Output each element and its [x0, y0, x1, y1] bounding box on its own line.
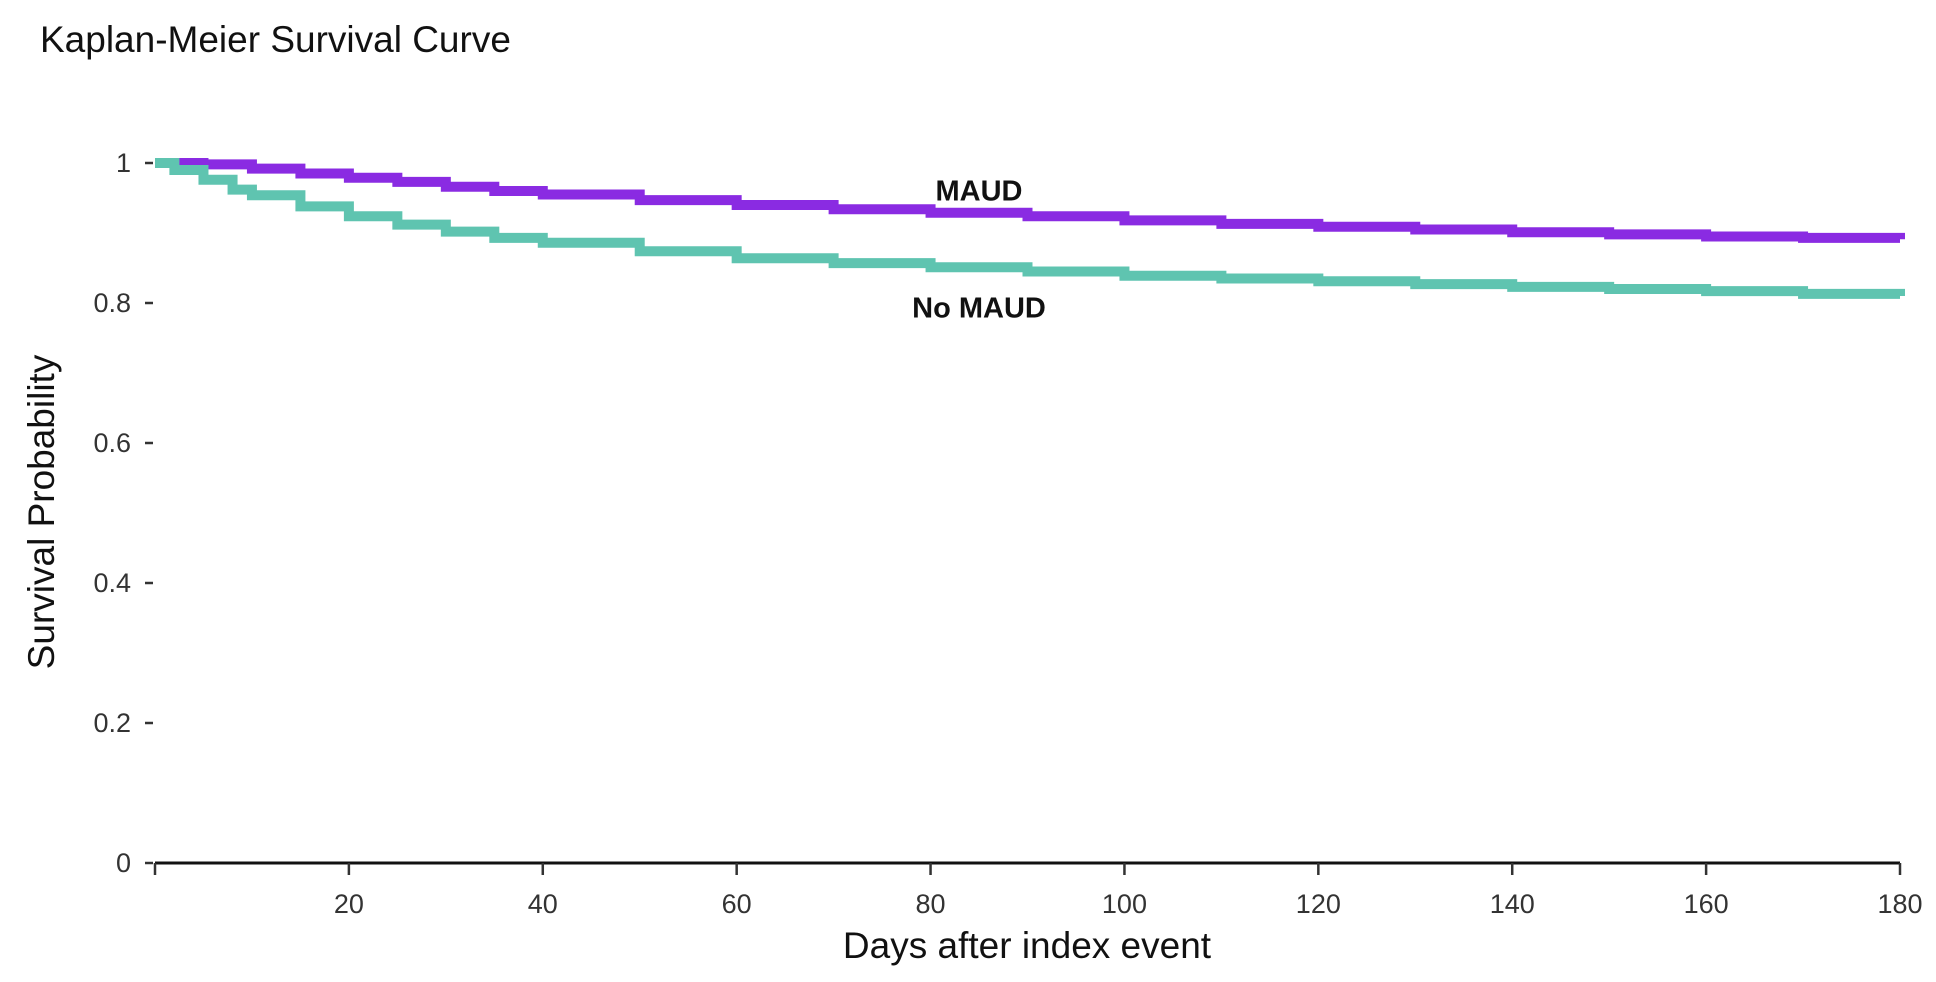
x-tick-label: 60	[722, 889, 752, 919]
series-label-maud: MAUD	[936, 176, 1023, 208]
x-tick-label: 40	[528, 889, 558, 919]
y-tick-label: 0.8	[93, 288, 131, 318]
x-axis-label: Days after index event	[843, 925, 1212, 966]
y-tick-label: 0	[116, 848, 131, 878]
y-axis-label: Survival Probability	[21, 354, 62, 669]
y-tick-label: 0.4	[93, 568, 131, 598]
x-axis: 20 40 60 80 100 120 140 160 180	[153, 861, 1923, 919]
y-tick-label: 1	[116, 148, 131, 178]
x-tick-label: 160	[1684, 889, 1729, 919]
x-tick-label: 100	[1102, 889, 1147, 919]
y-tick-label: 0.2	[93, 708, 131, 738]
series-line-maud	[155, 158, 1905, 243]
y-axis: 0 0.2 0.4 0.6 0.8 1	[93, 148, 153, 878]
chart-title: Kaplan-Meier Survival Curve	[40, 19, 511, 60]
x-tick-label: 180	[1877, 889, 1922, 919]
x-tick-label: 140	[1490, 889, 1535, 919]
y-tick-label: 0.6	[93, 428, 131, 458]
series-label-no-maud: No MAUD	[912, 292, 1046, 324]
x-tick-label: 80	[916, 889, 946, 919]
series-labels: MAUD No MAUD	[912, 176, 1046, 325]
series-layer	[155, 158, 1905, 299]
x-tick-label: 120	[1296, 889, 1341, 919]
series-line-no-maud	[155, 158, 1905, 299]
x-tick-label: 20	[334, 889, 364, 919]
